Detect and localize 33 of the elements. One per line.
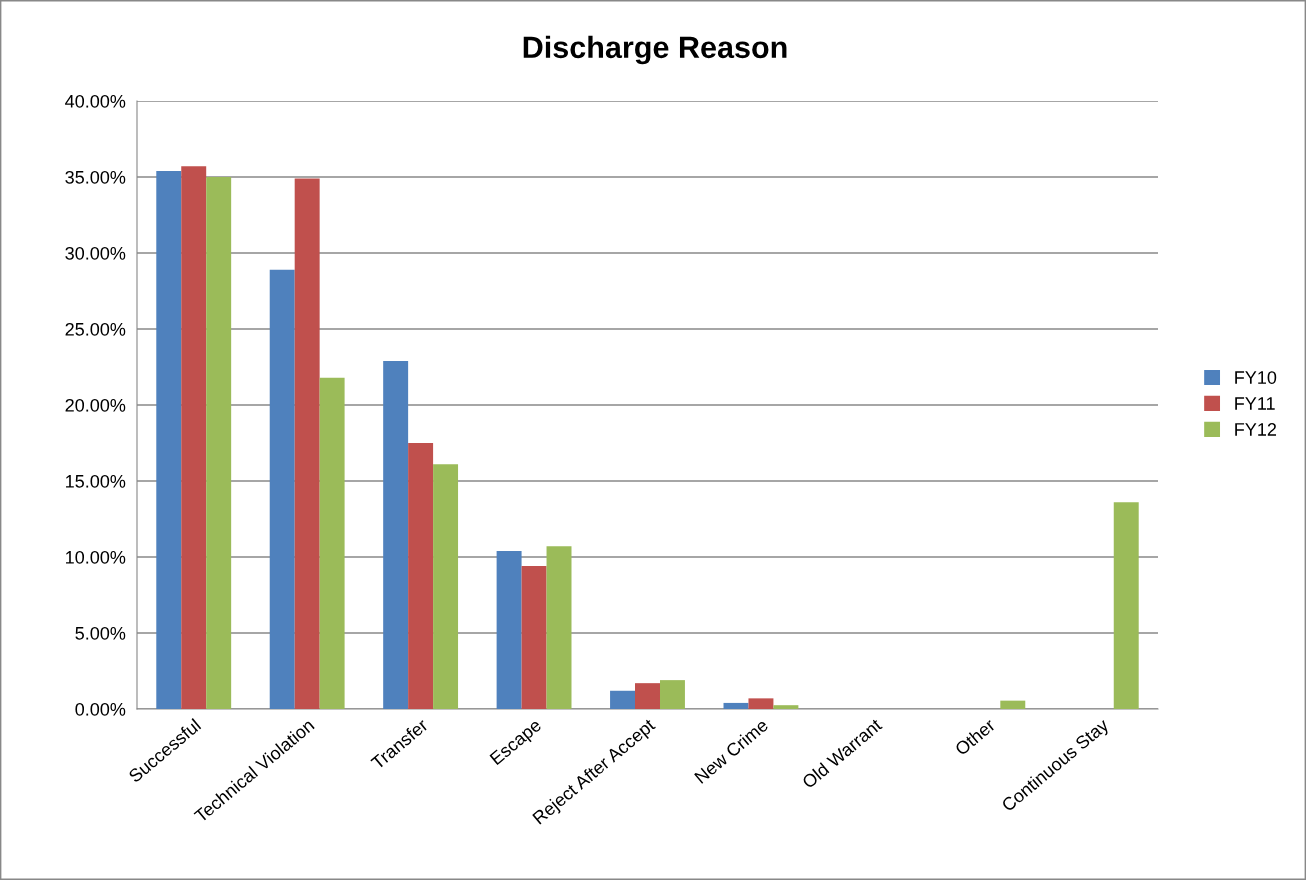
y-tick-label: 40.00%	[65, 94, 126, 108]
y-tick-label: 10.00%	[66, 550, 126, 564]
legend-label: FY10	[1235, 371, 1277, 384]
legend-label: FY11	[1235, 397, 1275, 410]
chart-title: Discharge Reason	[523, 35, 787, 65]
legend-label: FY12	[1235, 423, 1277, 436]
bar	[659, 680, 685, 709]
bar	[408, 443, 434, 709]
y-tick-label: 35.00%	[65, 170, 126, 184]
bar	[383, 360, 409, 709]
y-tick-label: 20.00%	[65, 398, 126, 412]
bar	[521, 566, 547, 709]
bar	[1113, 502, 1139, 709]
y-tick-label: 0.00%	[75, 702, 126, 716]
y-tick-label: 25.00%	[65, 322, 126, 336]
bar	[433, 464, 459, 709]
bar	[546, 546, 572, 709]
bar	[206, 177, 232, 709]
bar	[773, 705, 799, 709]
y-tick-label: 5.00%	[75, 626, 126, 640]
y-tick-label: 15.00%	[66, 474, 126, 488]
bar	[294, 178, 320, 709]
bar	[723, 702, 749, 709]
bar	[748, 698, 774, 709]
bar	[269, 269, 295, 709]
bar	[319, 377, 345, 709]
bar	[156, 170, 182, 709]
bar	[635, 683, 660, 709]
bar	[1000, 700, 1026, 709]
bar	[496, 550, 522, 709]
bar	[610, 690, 636, 709]
y-tick-label: 30.00%	[65, 246, 126, 260]
bar	[181, 166, 207, 709]
